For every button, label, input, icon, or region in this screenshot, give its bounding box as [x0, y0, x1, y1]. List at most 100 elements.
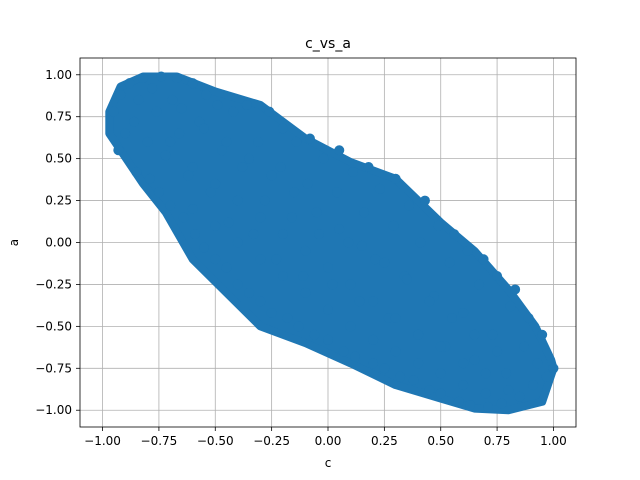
scatter-point	[492, 271, 503, 282]
scatter-point	[528, 380, 539, 391]
scatter-point	[469, 329, 480, 340]
scatter-point	[338, 346, 349, 357]
scatter-point	[255, 212, 266, 223]
scatter-point	[244, 153, 255, 164]
scatter-point	[115, 89, 126, 100]
x-tick-label: −1.00	[84, 434, 121, 448]
scatter-point	[519, 341, 530, 352]
scatter-point	[210, 254, 221, 265]
x-tick-label: 0.50	[427, 434, 454, 448]
scatter-point	[413, 358, 424, 369]
scatter-point	[221, 136, 232, 147]
scatter-point	[178, 212, 189, 223]
scatter-point	[298, 271, 309, 282]
scatter-point	[187, 162, 198, 173]
scatter-point	[205, 187, 216, 198]
scatter-point	[356, 240, 367, 251]
scatter-point	[548, 363, 559, 374]
y-tick-label: −0.50	[35, 319, 72, 333]
scatter-point	[133, 94, 144, 105]
y-tick-label: 0.25	[45, 194, 72, 208]
scatter-point	[187, 78, 198, 89]
x-tick-label: −0.75	[141, 434, 178, 448]
x-tick-label: 0.25	[371, 434, 398, 448]
scatter-point	[266, 307, 277, 318]
scatter-point	[458, 358, 469, 369]
scatter-point	[401, 274, 412, 285]
scatter-point	[277, 123, 288, 134]
scatter-point	[505, 301, 516, 312]
scatter-point	[264, 106, 275, 117]
scatter-point	[147, 83, 158, 94]
scatter-point	[370, 254, 381, 265]
scatter-points	[105, 71, 559, 415]
scatter-point	[424, 385, 435, 396]
scatter-point	[458, 307, 469, 318]
scatter-point	[217, 145, 228, 156]
scatter-point	[241, 99, 252, 110]
scatter-point	[183, 170, 194, 181]
scatter-point	[480, 388, 491, 399]
scatter-point	[368, 358, 379, 369]
scatter-point	[156, 71, 167, 82]
scatter-point	[368, 334, 379, 345]
scatter-point	[212, 99, 223, 110]
scatter-point	[201, 89, 212, 100]
scatter-point	[413, 329, 424, 340]
scatter-point	[113, 145, 124, 156]
scatter-point	[174, 128, 185, 139]
scatter-point	[160, 150, 171, 161]
scatter-point	[433, 220, 444, 231]
scatter-point	[474, 279, 485, 290]
scatter-point	[444, 257, 455, 268]
scatter-point	[300, 287, 311, 298]
scatter-point	[120, 128, 131, 139]
scatter-point	[275, 162, 286, 173]
scatter-point	[142, 136, 153, 147]
scatter-point	[492, 346, 503, 357]
scatter-point	[435, 388, 446, 399]
scatter-point	[228, 106, 239, 117]
scatter-point	[232, 237, 243, 248]
scatter-point	[323, 304, 333, 315]
scatter-point	[237, 162, 248, 173]
x-tick-label: −0.50	[197, 434, 234, 448]
scatter-point	[189, 229, 200, 240]
scatter-point	[379, 363, 390, 374]
scatter-point	[514, 391, 525, 402]
scatter-point	[347, 167, 358, 178]
scatter-point	[395, 371, 406, 382]
scatter-point	[496, 398, 507, 409]
y-tick-label: 1.00	[45, 68, 72, 82]
scatter-point	[501, 368, 512, 379]
scatter-point	[469, 354, 480, 365]
scatter-point	[419, 195, 430, 206]
scatter-point	[332, 187, 343, 198]
scatter-point	[354, 296, 365, 307]
scatter-point	[187, 203, 198, 214]
scatter-point	[453, 396, 464, 407]
scatter-point	[311, 207, 322, 218]
scatter-point	[334, 145, 345, 156]
scatter-point	[424, 296, 435, 307]
scatter-point	[379, 257, 390, 268]
scatter-point	[415, 237, 426, 248]
scatter-point	[368, 296, 379, 307]
scatter-point	[327, 279, 338, 290]
scatter-point	[302, 178, 313, 189]
y-tick-label: 0.75	[45, 110, 72, 124]
scatter-point	[334, 224, 345, 235]
x-tick-label: 1.00	[540, 434, 567, 448]
scatter-point	[350, 351, 361, 362]
scatter-point	[300, 245, 311, 256]
scatter-point	[199, 242, 209, 253]
scatter-point	[176, 103, 187, 114]
scatter-point	[286, 212, 297, 223]
y-tick-label: 0.00	[45, 236, 72, 250]
scatter-point	[253, 136, 264, 147]
scatter-point	[483, 401, 494, 412]
scatter-point	[153, 187, 164, 198]
scatter-point	[165, 200, 176, 211]
scatter-point	[108, 106, 119, 117]
